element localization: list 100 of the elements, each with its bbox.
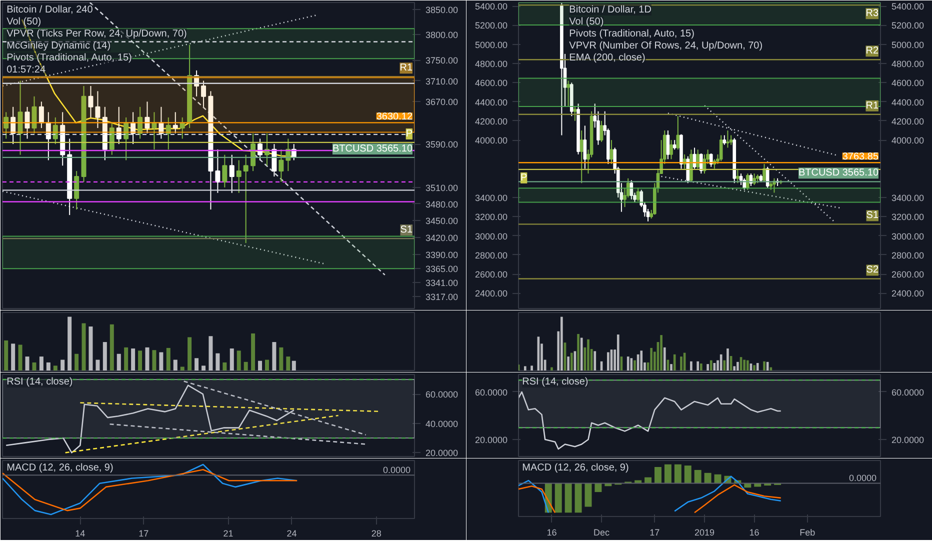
- y-tick-label: 3000.00: [474, 231, 508, 242]
- y-tick-label: 3341.00: [426, 278, 458, 288]
- bar: [180, 366, 184, 370]
- bar: [166, 348, 170, 370]
- candlestick: [116, 106, 122, 145]
- bar: [524, 366, 526, 370]
- bar: [145, 347, 150, 370]
- y-tick-label: 3750.00: [426, 56, 458, 66]
- y2-tick-label: 20.0000: [892, 435, 924, 446]
- candlestick: [18, 80, 23, 156]
- candlestick: [762, 163, 766, 182]
- candlestick: [600, 120, 604, 142]
- x-tick-label: 16: [546, 528, 557, 538]
- candlestick: [222, 154, 228, 188]
- candlestick: [670, 140, 673, 160]
- bar: [102, 342, 107, 370]
- x-tick-label: Dec: [594, 528, 610, 538]
- candlestick: [24, 106, 30, 140]
- annotation: VPVR (Ticks Per Row, 24, Up/Down, 70): [6, 28, 187, 40]
- y-tick-label: 3400.00: [474, 192, 508, 203]
- bar: [723, 360, 726, 370]
- ref-line-label: BTCUSD 3565.10: [332, 143, 413, 154]
- bar: [616, 334, 620, 370]
- ref-line-label: R1: [866, 100, 879, 112]
- candlestick: [158, 106, 164, 140]
- bar: [292, 360, 296, 370]
- bar: [11, 344, 16, 370]
- candlestick: [672, 140, 676, 150]
- candlestick: [74, 170, 80, 210]
- candlestick: [138, 106, 143, 140]
- annotation: EMA (200, close): [569, 52, 646, 64]
- y-tick-label: 4200.00: [474, 116, 508, 126]
- bar: [560, 316, 563, 370]
- x-tick-label: Feb: [800, 528, 816, 538]
- bar: [39, 356, 44, 370]
- y-tick-label: 3480.00: [426, 199, 458, 210]
- bar: [202, 366, 206, 370]
- y2-tick-label: 3200.00: [892, 212, 924, 222]
- annotation: VPVR (Number Of Rows, 24, Up/Down, 70): [569, 40, 763, 52]
- y-tick-label: 20.0000: [426, 448, 458, 458]
- candlestick: [736, 168, 740, 184]
- bar: [733, 366, 736, 370]
- y-tick-label: 5400.00: [474, 2, 508, 12]
- y-tick-label: 3365.00: [426, 264, 458, 274]
- candlestick: [272, 144, 277, 177]
- y2-tick-label: 4200.00: [892, 116, 924, 126]
- y-tick-label: 4600.00: [474, 78, 508, 88]
- bar: [32, 362, 36, 370]
- y-tick-label: 3510.00: [426, 182, 458, 193]
- candlestick: [124, 116, 129, 161]
- bar: [53, 366, 58, 370]
- bar: [704, 472, 712, 484]
- candlestick: [130, 112, 136, 145]
- y2-tick-label: 60.0000: [892, 387, 924, 398]
- y2-tick-label: 4600.00: [892, 78, 924, 88]
- y-tick-label: 3390.00: [426, 250, 458, 260]
- bar: [236, 350, 241, 370]
- y-tick-label: 4400.00: [474, 97, 508, 108]
- bar: [587, 339, 590, 370]
- bar: [670, 364, 672, 370]
- bar: [60, 360, 65, 370]
- bar: [736, 362, 739, 370]
- bar: [96, 360, 100, 370]
- bar: [744, 483, 752, 488]
- chart-title: RSI (14, close): [6, 376, 73, 388]
- y2-tick-label: 4400.00: [892, 97, 924, 108]
- candlestick: [236, 160, 242, 194]
- candlestick: [722, 134, 726, 146]
- bar: [216, 353, 220, 370]
- ref-line-label: S1: [400, 224, 413, 236]
- chart-title: RSI (14, close): [522, 376, 588, 388]
- bar: [574, 483, 582, 513]
- candlestick: [278, 148, 284, 182]
- bar: [594, 351, 596, 370]
- bar: [265, 360, 270, 370]
- y2-tick-label: 2800.00: [892, 250, 924, 260]
- y2-tick-label: 5200.00: [892, 20, 924, 31]
- y-tick-label: 3590.00: [426, 140, 458, 150]
- bar: [710, 360, 712, 370]
- bar: [607, 352, 610, 370]
- annotation: 0.0000: [848, 473, 877, 484]
- bar: [110, 324, 114, 370]
- bar: [251, 333, 256, 370]
- bar: [680, 356, 682, 370]
- candlestick: [580, 130, 584, 184]
- x-tick-label: 28: [371, 528, 382, 538]
- bar: [554, 483, 562, 513]
- candlestick: [166, 116, 171, 150]
- bar: [663, 347, 666, 370]
- y-tick-label: 60.0000: [426, 390, 458, 400]
- candlestick: [709, 152, 713, 168]
- bar: [286, 356, 290, 370]
- bar: [244, 362, 248, 370]
- bar: [746, 360, 749, 370]
- candlestick: [243, 154, 248, 244]
- chart-title: MACD (12, 26, close, 9): [6, 462, 114, 474]
- ref-line-label: BTCUSD 3565.10: [798, 168, 879, 179]
- bar: [208, 336, 213, 370]
- y2-tick-label: 5400.00: [892, 2, 924, 12]
- y-tick-label: 3420.00: [426, 232, 458, 243]
